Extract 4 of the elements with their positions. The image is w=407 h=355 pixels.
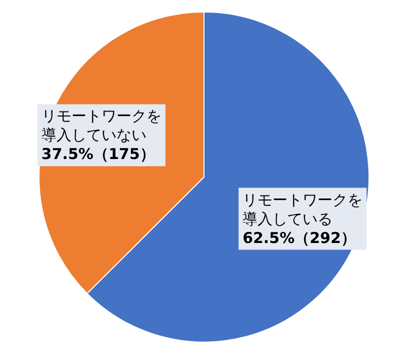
slice-label: リモートワークを導入している — [242, 190, 363, 228]
slice-label: リモートワークを導入していない — [41, 107, 162, 144]
data-label: 62.5%（292） — [242, 228, 356, 247]
data-label: 37.5%（175） — [41, 145, 155, 164]
